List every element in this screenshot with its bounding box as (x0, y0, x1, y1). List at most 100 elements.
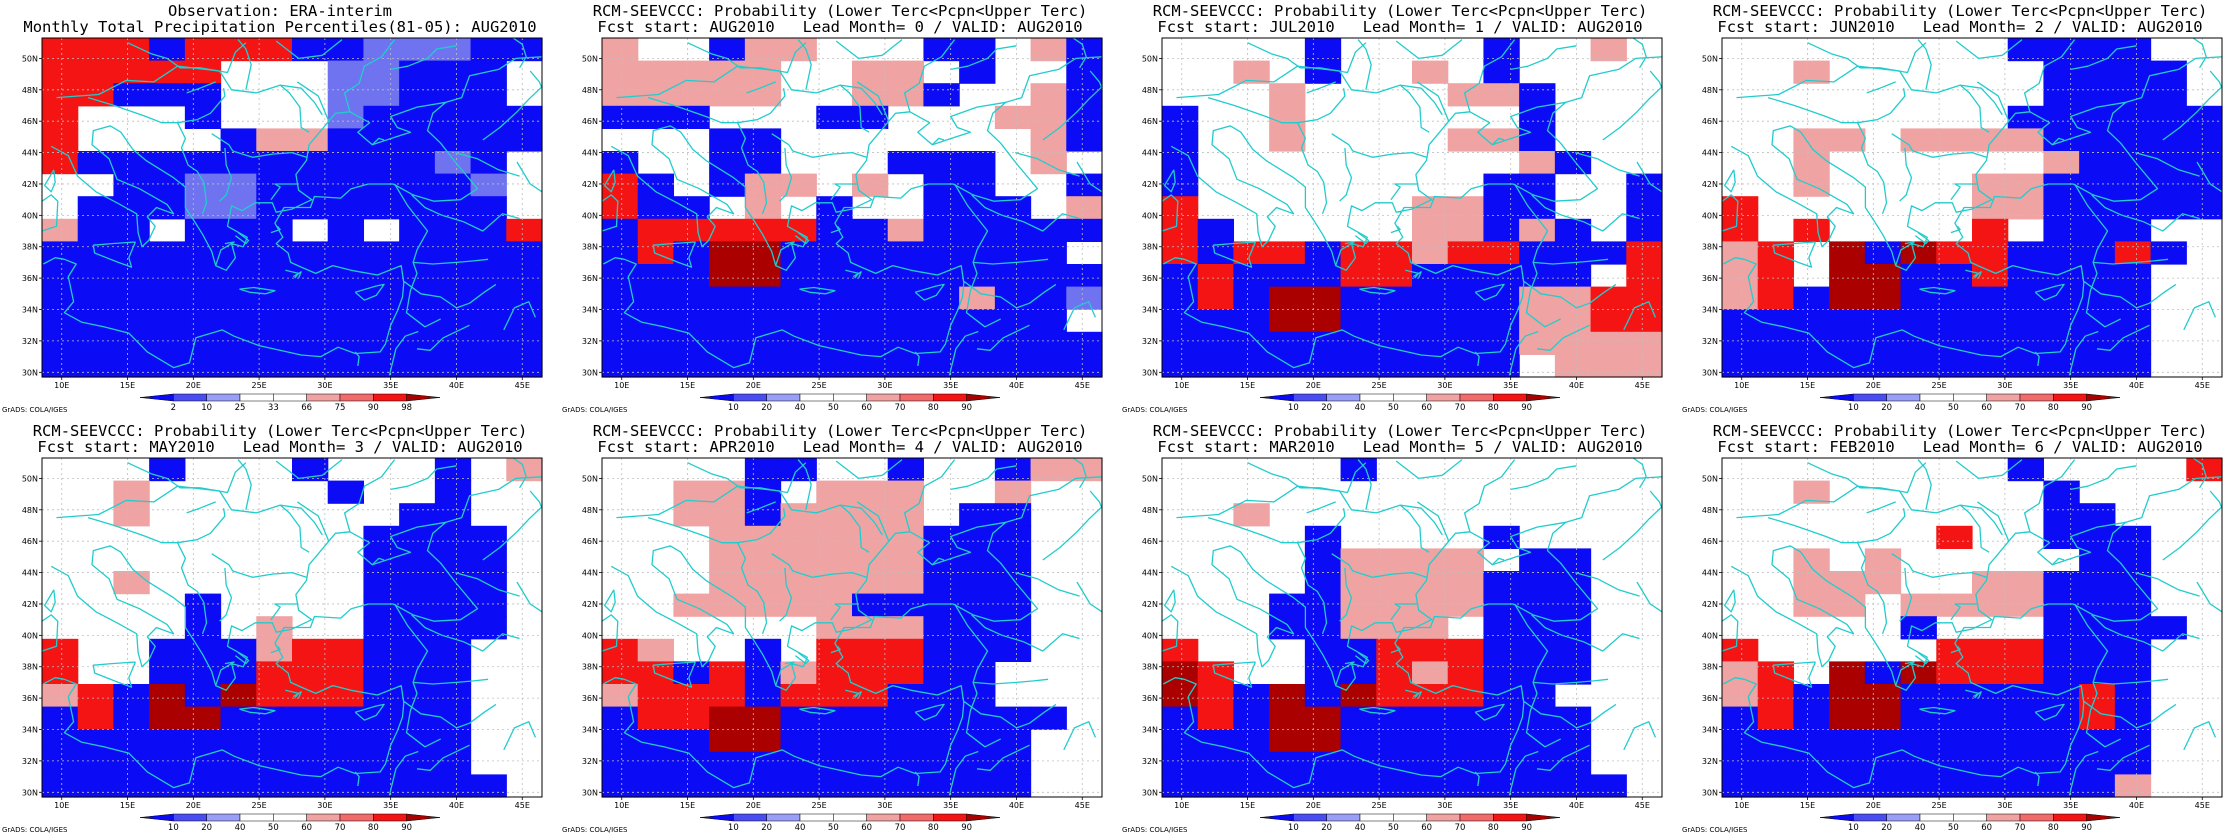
grid-cell (673, 105, 710, 129)
grid-cell (637, 264, 675, 288)
grid-cell (2186, 173, 2223, 197)
grid-cell (1162, 218, 1199, 242)
coastline (512, 457, 527, 489)
grid-cell (1900, 309, 1937, 333)
colorbar-label: 10 (1288, 823, 1299, 833)
grid-cell (1233, 264, 1270, 288)
grid-cell (744, 706, 782, 730)
grid-cell (1447, 571, 1485, 595)
y-tick-label: 40N (22, 211, 38, 220)
grid-cell (709, 331, 746, 355)
grid-cell (77, 354, 115, 378)
grads-credit: GrADS: COLA/IGES (1122, 406, 1188, 414)
grid-cell (744, 83, 782, 107)
grid-cell (506, 331, 543, 355)
coastline (2125, 56, 2223, 103)
colorbar-label: 50 (828, 403, 839, 413)
grid-cell (292, 684, 329, 708)
grid-cell (77, 729, 115, 753)
x-tick-label: 30E (317, 801, 332, 810)
panel-subtitle: Fcst start: JUN2010 Lead Month= 2 / VALI… (1717, 18, 2203, 36)
grid-cell (363, 661, 400, 685)
grid-cell (2043, 616, 2080, 640)
grid-cell (1030, 241, 1067, 265)
grid-cell (220, 661, 257, 685)
grid-cell (1376, 286, 1413, 310)
coastline (746, 501, 776, 514)
grid-cell (1197, 218, 1235, 242)
grid-cell (816, 638, 853, 662)
grid-cell (1412, 548, 1449, 572)
grid-cell (1972, 218, 2009, 242)
grid-cell (637, 729, 675, 753)
coastline (279, 84, 310, 133)
grid-cell (292, 173, 329, 197)
grid-cell (887, 151, 925, 175)
grid-cell (2079, 331, 2116, 355)
grid-cell (1340, 751, 1377, 775)
coastline (41, 614, 59, 652)
grid-cell (1376, 264, 1413, 288)
coastline (1955, 459, 2023, 480)
grid-cell (399, 525, 436, 549)
colorbar-swatch (1919, 393, 1954, 402)
grid-cell (220, 729, 257, 753)
grid-cell (2079, 593, 2116, 617)
grid-cell (1829, 309, 1866, 333)
grid-cell (744, 38, 782, 62)
grid-cell (113, 503, 150, 527)
grid-cell (292, 751, 329, 775)
coastline (799, 706, 836, 715)
coastline (852, 271, 862, 279)
coastline (1531, 194, 1640, 232)
grid-cell (816, 286, 853, 310)
grid-cell (2043, 309, 2080, 333)
x-tick-label: 25E (251, 801, 266, 810)
map-panel-1: RCM-SEEVCCC: Probability (Lower Terc<Pcp… (560, 0, 1120, 420)
coastline (292, 271, 302, 279)
coastline (1395, 39, 1463, 60)
grid-cell (2079, 128, 2116, 152)
colorbar-swatch (1493, 813, 1527, 822)
grid-cell (1269, 128, 1306, 152)
grid-cell (852, 751, 889, 775)
colorbar-swatch (799, 813, 834, 822)
grid-cell (1340, 661, 1377, 685)
colorbar-swatch (899, 393, 934, 402)
grid-cell (1972, 309, 2009, 333)
grid-cell (327, 173, 365, 197)
grid-cell (292, 309, 329, 333)
colorbar-swatch (1359, 813, 1394, 822)
colorbar-swatch (406, 813, 441, 822)
grid-cell (77, 309, 115, 333)
colorbar-swatch (799, 393, 834, 402)
grid-cell (1793, 571, 1830, 595)
coastline (1357, 39, 1372, 90)
grid-cell (1030, 458, 1067, 482)
grid-cell (1066, 105, 1103, 129)
grid-cell (780, 525, 817, 549)
grid-cell (434, 571, 472, 595)
colorbar-label: 40 (235, 823, 246, 833)
grid-cell (744, 309, 782, 333)
grid-cell (1376, 331, 1413, 355)
x-tick-label: 30E (317, 381, 332, 390)
grid-cell (1197, 264, 1235, 288)
grid-cell (1162, 264, 1199, 288)
grid-cell (1936, 751, 1973, 775)
grid-cell (1519, 173, 1556, 197)
y-tick-label: 48N (1702, 506, 1718, 515)
y-tick-label: 30N (582, 788, 598, 797)
grid-cell (256, 128, 293, 152)
grid-cell (220, 286, 257, 310)
grid-cell (1340, 593, 1377, 617)
grid-cell (220, 151, 257, 175)
panel-title: RCM-SEEVCCC: Probability (Lower Terc<Pcp… (1152, 2, 1648, 20)
coastline (1207, 96, 1328, 215)
grid-cell (923, 638, 960, 662)
coastlines (1161, 457, 1663, 796)
coastline (2096, 324, 2150, 351)
grid-cell (1972, 128, 2009, 152)
grid-cell (184, 196, 222, 220)
grid-cell (709, 128, 746, 152)
